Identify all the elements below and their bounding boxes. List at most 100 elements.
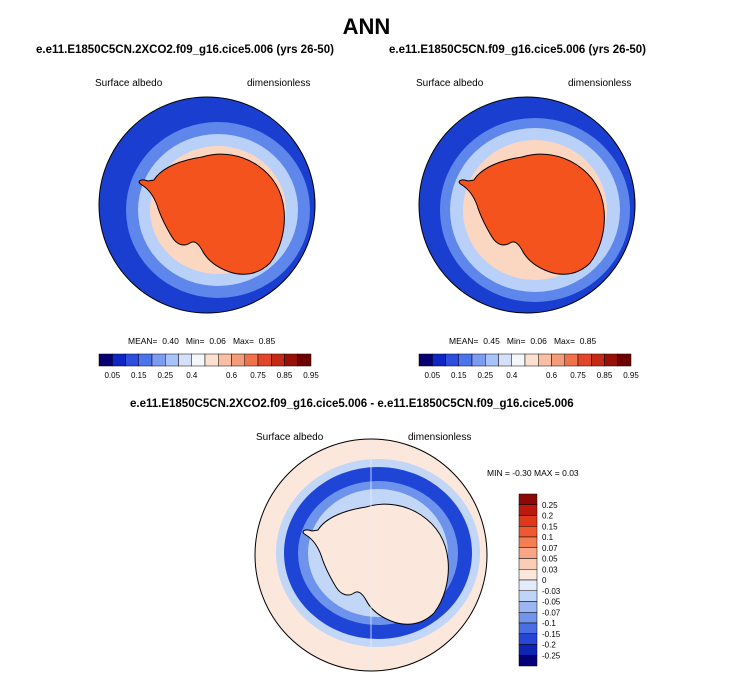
mean-label: MEAN=: [449, 336, 479, 346]
min-label: Min=: [185, 336, 205, 346]
colorbar-tick-label: 0.95: [303, 371, 319, 380]
max-value: 0.85: [579, 336, 597, 346]
panel-1-variable: Surface albedo: [95, 78, 163, 89]
colorbar-swatch: [218, 353, 232, 367]
sea-ice-outer: [440, 118, 630, 302]
colorbar-swatch: [458, 353, 473, 367]
colorbar-tick-label: 0.05: [104, 371, 120, 380]
colorbar-swatch: [471, 353, 486, 367]
panel-2-stats: MEAN= 0.45 Min= 0.06 Max= 0.85: [449, 336, 596, 346]
colorbar-swatch: [604, 353, 618, 367]
colorbar-swatch: [524, 353, 539, 367]
panel-2-variable: Surface albedo: [416, 78, 484, 89]
colorbar-panel-1: 0.05 0.15 0.25 0.4 0.6 0.75 0.85 0.95: [98, 353, 319, 380]
colorbar-tick-label: 0.25: [157, 371, 173, 380]
colorbar-swatch: [98, 353, 113, 367]
colorbar-swatch: [511, 353, 526, 367]
colorbar-swatch: [518, 558, 538, 570]
colorbar-swatch: [284, 353, 298, 367]
colorbar-swatch: [518, 590, 538, 602]
colorbar-tick-label: 0: [542, 576, 547, 585]
colorbar-swatch: [297, 353, 312, 367]
colorbar-swatch: [125, 353, 139, 367]
open-ocean: [99, 97, 315, 313]
colorbar-tick-label: -0.1: [542, 619, 556, 628]
colorbar-swatch: [518, 493, 538, 505]
colorbar-swatch: [138, 353, 153, 367]
colorbar-swatch: [151, 353, 166, 367]
max-label: Max=: [553, 336, 575, 346]
colorbar-swatch: [591, 353, 605, 367]
colorbar-tick-label: 0.4: [506, 371, 518, 380]
colorbar-tick-label: 0.05: [542, 555, 558, 564]
max-value: 0.85: [258, 336, 276, 346]
colorbar-swatch: [538, 353, 552, 367]
colorbar-swatch: [518, 547, 538, 559]
sea-ice-mid: [450, 128, 620, 292]
colorbar-panel-2: 0.05 0.15 0.25 0.4 0.6 0.75 0.85 0.95: [418, 353, 639, 380]
colorbar-tick-label: 0.25: [477, 371, 493, 380]
colorbar-swatch: [257, 353, 272, 367]
colorbar-tick-label: 0.03: [542, 565, 558, 574]
diff-weak-inner: [308, 489, 448, 617]
diff-moderate: [298, 481, 458, 625]
colorbar-swatch: [518, 536, 538, 548]
diff-background: [255, 439, 487, 671]
panel-1-units: dimensionless: [247, 78, 311, 89]
colorbar-tick-label: 0.15: [542, 522, 558, 531]
colorbar-tick-label: -0.03: [542, 587, 561, 596]
colorbar-tick-label: 0.07: [542, 544, 558, 553]
antarctica-ice-sheet: [458, 153, 605, 275]
colorbar-swatch: [518, 504, 538, 516]
colorbar-swatch: [518, 633, 538, 645]
diff-strong: [284, 467, 472, 639]
colorbar-swatch: [432, 353, 446, 367]
colorbar-swatch: [518, 579, 538, 591]
colorbar-swatch: [191, 353, 206, 367]
min-value: 0.06: [209, 336, 226, 346]
colorbar-swatch: [112, 353, 126, 367]
colorbar-tick-label: -0.05: [542, 598, 561, 607]
colorbar-swatch: [165, 353, 179, 367]
sea-ice-outer: [126, 122, 310, 298]
colorbar-tick-label: 0.25: [542, 501, 558, 510]
colorbar-tick-label: 0.1: [542, 533, 554, 542]
map-1-border: [98, 96, 316, 314]
sea-ice-inner: [463, 140, 607, 280]
antarctica-ice-sheet: [138, 153, 285, 275]
min-label: Min=: [506, 336, 526, 346]
colorbar-swatch: [244, 353, 259, 367]
colorbar-swatch: [518, 526, 538, 538]
mean-label: MEAN=: [128, 336, 158, 346]
colorbar-tick-label: 0.85: [277, 371, 293, 380]
panel-2-title: e.e11.E1850C5CN.f09_g16.cice5.006 (yrs 2…: [389, 44, 647, 56]
map-3-fill: [255, 439, 487, 671]
colorbar-swatch: [518, 515, 538, 527]
panel-3-title: e.e11.E1850C5CN.2XCO2.f09_g16.cice5.006 …: [130, 398, 574, 410]
colorbar-tick-label: -0.25: [542, 651, 561, 660]
colorbar-swatch: [445, 353, 459, 367]
open-ocean: [419, 97, 635, 313]
colorbar-tick-label: 0.75: [250, 371, 266, 380]
colorbar-tick-label: 0.05: [424, 371, 440, 380]
colorbar-tick-label: 0.85: [597, 371, 613, 380]
colorbar-swatch: [271, 353, 285, 367]
panel-3-variable: Surface albedo: [256, 432, 324, 443]
colorbar-tick-label: 0.6: [546, 371, 558, 380]
panel-3-minmax: MIN = -0.30 MAX = 0.03: [487, 468, 579, 478]
colorbar-swatch: [485, 353, 499, 367]
colorbar-swatch: [518, 569, 538, 581]
colorbar-tick-label: 0.95: [623, 371, 639, 380]
colorbar-swatch: [617, 353, 632, 367]
colorbar-tick-label: -0.07: [542, 608, 561, 617]
colorbar-panel-3: 0.250.20.150.10.070.050.030-0.03-0.05-0.…: [518, 493, 561, 667]
colorbar-swatch: [551, 353, 565, 367]
colorbar-swatch: [498, 353, 512, 367]
map-2-border: [418, 96, 636, 314]
colorbar-swatch: [564, 353, 579, 367]
colorbar-swatch: [418, 353, 433, 367]
colorbar-tick-label: -0.15: [542, 630, 561, 639]
colorbar-tick-label: 0.15: [451, 371, 467, 380]
colorbar-swatch: [577, 353, 592, 367]
